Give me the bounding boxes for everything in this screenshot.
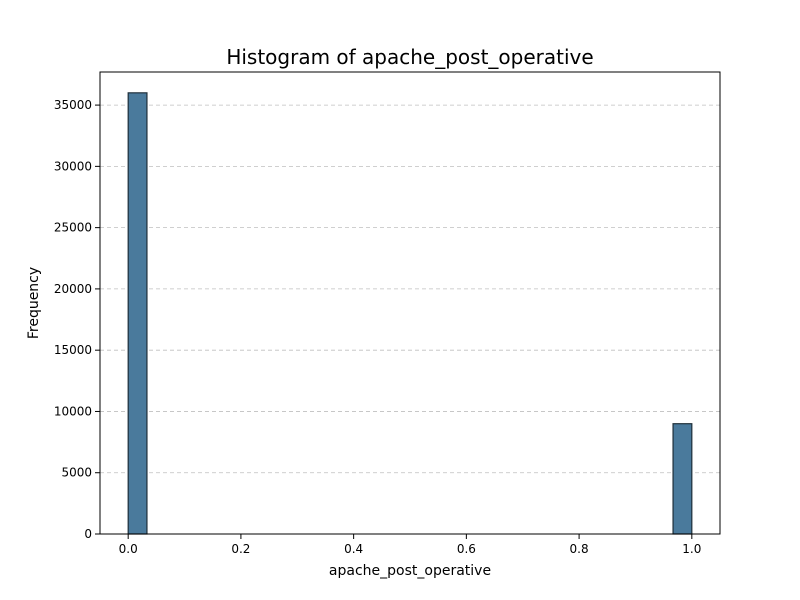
y-tick-label: 35000 [54, 98, 92, 112]
x-tick-label: 0.8 [570, 542, 589, 556]
x-tick-label: 0.4 [344, 542, 363, 556]
y-tick-label: 15000 [54, 343, 92, 357]
x-tick-label: 0.6 [457, 542, 476, 556]
y-tick-label: 30000 [54, 159, 92, 173]
x-tick-label: 0.2 [231, 542, 250, 556]
y-tick-label: 0 [84, 527, 92, 541]
x-tick-label: 1.0 [682, 542, 701, 556]
y-axis-label: Frequency [26, 267, 42, 339]
y-axis-ticks: 0 5000 10000 15000 20000 25000 30000 35000 [54, 98, 100, 541]
x-axis-label: apache_post_operative [329, 563, 491, 579]
histogram-bar [127, 92, 148, 535]
y-tick-label: 25000 [54, 221, 92, 235]
y-tick-label: 10000 [54, 404, 92, 418]
chart-title: Histogram of apache_post_operative [226, 45, 593, 69]
y-tick-label: 20000 [54, 282, 92, 296]
plot-frame [99, 71, 721, 535]
histogram-bar [672, 423, 693, 535]
y-tick-label: 5000 [61, 466, 92, 480]
x-tick-label: 0.0 [119, 542, 138, 556]
bars [127, 92, 693, 535]
grid-lines [100, 104, 720, 474]
x-axis-ticks: 0.0 0.2 0.4 0.6 0.8 1.0 [119, 534, 701, 556]
